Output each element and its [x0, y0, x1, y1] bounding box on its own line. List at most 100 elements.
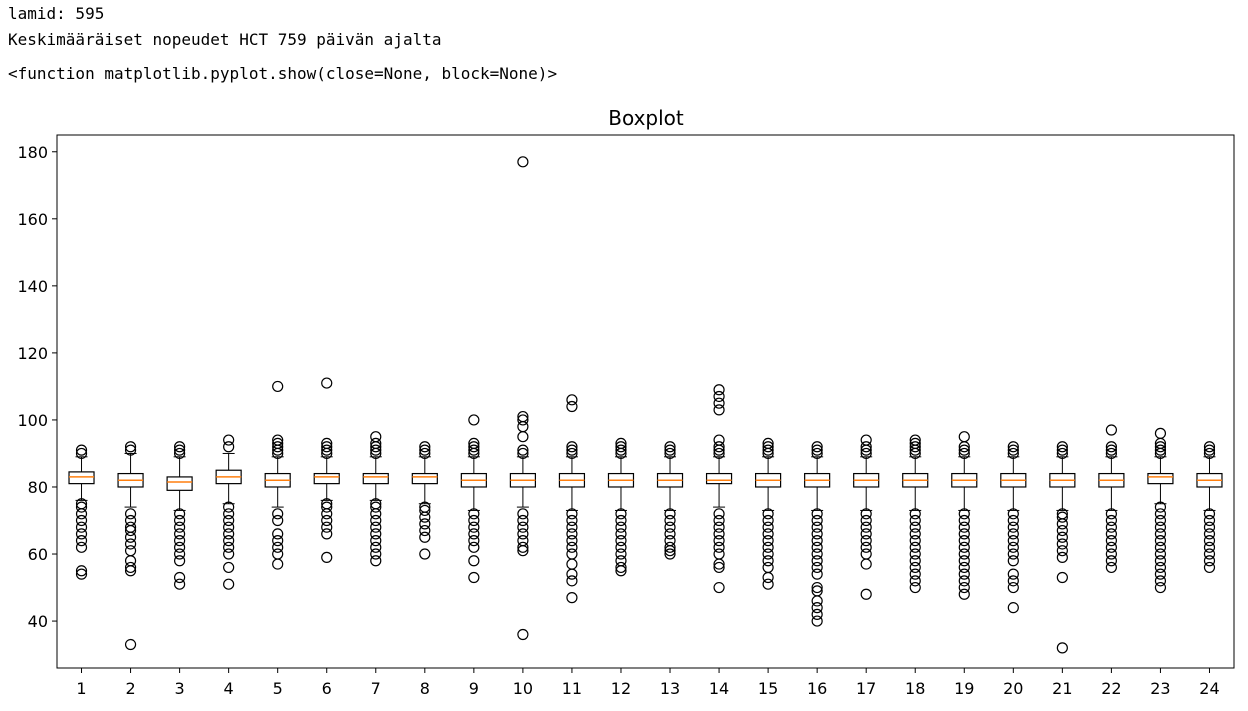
outlier-point — [909, 568, 921, 580]
outlier-point — [566, 592, 578, 604]
outlier-point — [1203, 444, 1216, 456]
outlier-point — [75, 528, 88, 540]
outlier-point — [1203, 508, 1216, 520]
outlier-point — [468, 528, 480, 540]
chart-title: Boxplot — [608, 106, 684, 130]
outlier-point — [1203, 521, 1216, 533]
outlier-point — [811, 585, 823, 597]
outlier-point — [566, 444, 578, 456]
y-tick-label: 60 — [28, 545, 48, 564]
outlier-point — [713, 434, 725, 446]
outlier-point — [174, 528, 186, 540]
outlier-point — [419, 531, 431, 543]
outlier-point — [860, 514, 872, 527]
x-tick-label: 18 — [905, 679, 925, 698]
outlier-point — [664, 535, 676, 547]
outlier-point — [419, 501, 431, 513]
outlier-point — [174, 548, 186, 560]
outlier-point — [1056, 524, 1068, 537]
outlier-point — [909, 548, 921, 560]
outlier-point — [664, 441, 676, 453]
outlier-point — [174, 441, 186, 453]
outlier-point — [811, 602, 823, 614]
outlier-point — [762, 578, 774, 590]
outlier-point — [762, 514, 774, 527]
outlier-point — [811, 555, 823, 567]
outlier-point — [713, 548, 725, 560]
outlier-point — [664, 444, 676, 456]
outlier-point — [75, 514, 88, 527]
outlier-point — [223, 514, 235, 527]
box-6 — [313, 472, 340, 485]
x-tick-label: 16 — [807, 679, 827, 698]
outlier-point — [713, 561, 725, 574]
outlier-point — [321, 437, 333, 450]
outlier-point — [909, 535, 921, 547]
outlier-point — [811, 581, 823, 594]
outlier-point — [370, 514, 382, 527]
outlier-point — [1154, 427, 1167, 439]
outlier-point — [370, 498, 382, 510]
outlier-point — [75, 535, 88, 547]
outlier-point — [370, 437, 382, 450]
outlier-point — [615, 514, 627, 527]
outlier-point — [713, 384, 725, 396]
outlier-point — [321, 514, 333, 527]
x-tick-label: 4 — [224, 679, 234, 698]
outlier-point — [860, 588, 872, 600]
y-tick-label: 140 — [17, 277, 48, 296]
x-tick-label: 2 — [125, 679, 135, 698]
outlier-point — [468, 441, 480, 453]
outlier-point — [223, 441, 235, 453]
outlier-point — [1105, 514, 1117, 527]
outlier-point — [615, 437, 627, 450]
outlier-point — [615, 541, 627, 553]
outlier-point — [1105, 548, 1117, 560]
outlier-point — [566, 541, 578, 553]
outlier-point — [909, 581, 921, 594]
outlier-point — [321, 441, 333, 453]
x-tick-label: 7 — [371, 679, 381, 698]
x-tick-label: 14 — [709, 679, 729, 698]
outlier-point — [1105, 555, 1117, 567]
outlier-point — [713, 441, 725, 453]
outlier-point — [566, 535, 578, 547]
outlier-point — [321, 551, 333, 563]
outlier-point — [1056, 545, 1068, 557]
outlier-point — [811, 615, 823, 627]
outlier-point — [1007, 528, 1019, 540]
outlier-point — [419, 447, 431, 460]
outlier-point — [713, 390, 725, 403]
outlier-point — [124, 521, 137, 533]
outlier-point — [566, 441, 578, 453]
y-tick-label: 100 — [17, 411, 48, 430]
outlier-point — [419, 504, 431, 517]
outlier-point — [1105, 528, 1117, 540]
outlier-point — [909, 555, 921, 567]
box-23 — [1147, 472, 1174, 485]
outlier-point — [272, 548, 284, 560]
outlier-point — [1154, 568, 1167, 580]
x-tick-label: 6 — [322, 679, 332, 698]
outlier-point — [1007, 521, 1019, 533]
outlier-point — [370, 528, 382, 540]
outlier-point — [1154, 528, 1167, 540]
outlier-point — [223, 508, 235, 520]
outlier-point — [958, 548, 970, 560]
outlier-point — [958, 555, 970, 567]
outlier-point — [468, 521, 480, 533]
outlier-point — [664, 521, 676, 533]
x-tick-label: 22 — [1101, 679, 1121, 698]
outlier-point — [615, 528, 627, 540]
outlier-point — [1105, 535, 1117, 547]
outlier-point — [370, 555, 382, 567]
outlier-point — [1056, 444, 1068, 456]
outlier-point — [958, 528, 970, 540]
outlier-point — [370, 535, 382, 547]
outlier-point — [468, 535, 480, 547]
outlier-point — [713, 514, 725, 527]
outlier-point — [860, 528, 872, 540]
outlier-point — [419, 548, 431, 560]
outlier-point — [860, 521, 872, 533]
